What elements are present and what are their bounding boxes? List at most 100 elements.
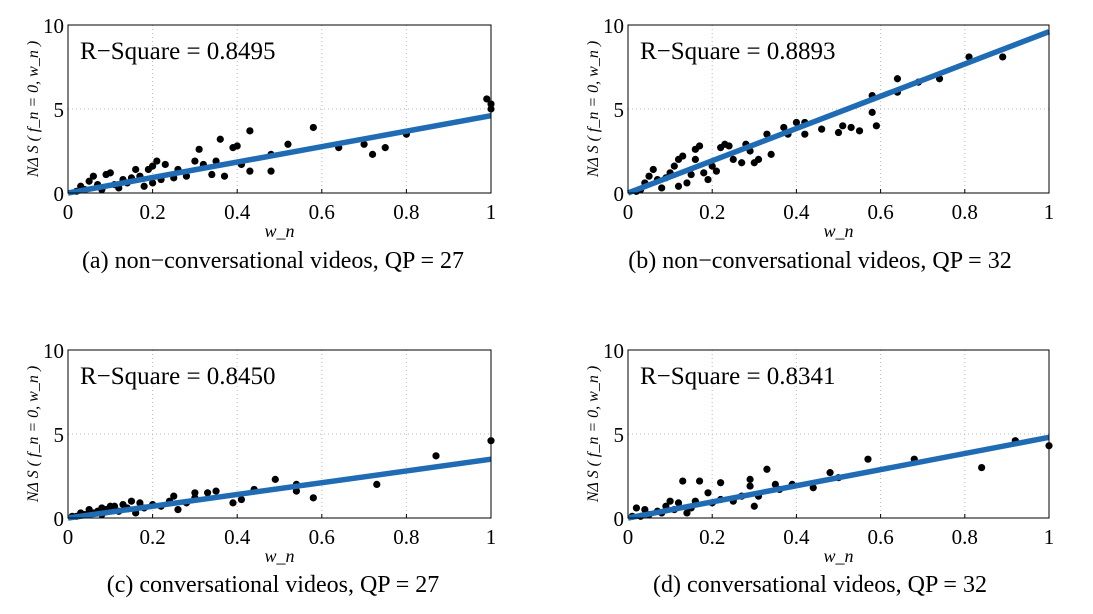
data-point <box>153 157 161 165</box>
data-point <box>683 179 691 187</box>
data-point <box>893 75 902 83</box>
data-point <box>381 144 389 152</box>
y-tick-label: 0 <box>614 182 625 206</box>
x-tick-label: 0.6 <box>867 525 893 549</box>
panel-caption: (d) conversational videos, QP = 32 <box>653 572 987 598</box>
data-point <box>161 160 169 169</box>
x-axis-label: w_n <box>264 546 294 566</box>
data-point <box>771 480 779 488</box>
x-tick-label: 0.8 <box>952 525 978 549</box>
data-point <box>855 127 864 135</box>
y-tick-label: 5 <box>54 423 65 447</box>
data-point <box>140 182 148 190</box>
y-tick-label: 10 <box>43 339 64 363</box>
data-point <box>712 167 721 175</box>
x-tick-label: 0.4 <box>783 200 810 224</box>
data-point <box>666 497 674 505</box>
r-square-annotation: R−Square = 0.8495 <box>80 38 276 65</box>
data-point <box>246 167 254 175</box>
x-tick-label: 0.2 <box>139 200 165 224</box>
data-point <box>999 53 1007 61</box>
y-tick-label: 10 <box>43 14 64 38</box>
x-axis-label: w_n <box>823 546 853 566</box>
data-point <box>127 497 136 505</box>
data-point <box>691 155 699 163</box>
fit-line <box>627 434 1050 521</box>
fit-line <box>67 456 492 521</box>
x-axis-label: w_n <box>264 221 294 241</box>
data-point <box>826 469 834 477</box>
data-point <box>132 165 140 174</box>
x-tick-label: 1 <box>486 525 497 549</box>
x-axis-label: w_n <box>823 221 853 241</box>
x-tick-label: 1 <box>486 200 497 224</box>
data-point <box>208 170 216 179</box>
data-point <box>191 489 199 497</box>
data-point <box>704 175 712 184</box>
y-axis-label: NΔ S ( f_n = 0, w_n ) <box>585 41 602 178</box>
data-point <box>136 499 144 507</box>
data-point <box>691 145 699 153</box>
data-point <box>839 122 847 130</box>
x-tick-label: 0.8 <box>393 200 419 224</box>
data-point <box>271 475 279 483</box>
y-axis-label: NΔ S ( f_n = 0, w_n ) <box>585 366 602 503</box>
panel-caption: (a) non−conversational videos, QP = 27 <box>82 248 464 274</box>
data-point <box>119 500 127 509</box>
fit-line <box>67 113 492 196</box>
data-point <box>649 165 657 174</box>
data-point <box>191 157 199 165</box>
data-point <box>483 95 491 103</box>
x-tick-label: 0.2 <box>699 200 725 224</box>
data-point <box>674 182 683 190</box>
data-point <box>432 452 440 460</box>
data-point <box>847 123 855 132</box>
data-point <box>792 118 801 127</box>
r-square-annotation: R−Square = 0.8341 <box>640 363 836 390</box>
data-point <box>978 464 986 472</box>
y-axis-label: NΔ S ( f_n = 0, w_n ) <box>25 41 42 178</box>
fit-line <box>627 29 1050 196</box>
data-point <box>246 127 254 135</box>
data-point <box>695 477 704 485</box>
data-point <box>149 179 157 187</box>
data-point <box>212 487 220 495</box>
data-point <box>229 144 237 152</box>
y-tick-label: 5 <box>614 423 625 447</box>
x-tick-label: 0.4 <box>224 200 251 224</box>
x-tick-label: 0.6 <box>309 200 335 224</box>
data-point <box>746 482 754 490</box>
axes-frame <box>67 24 492 194</box>
x-tick-label: 0 <box>63 200 74 224</box>
data-point <box>750 502 758 510</box>
x-tick-label: 0.2 <box>699 525 725 549</box>
data-point <box>368 150 377 158</box>
data-point <box>729 155 737 163</box>
data-point <box>679 477 687 485</box>
data-point <box>373 480 381 488</box>
data-point <box>89 172 97 180</box>
data-point <box>864 455 872 463</box>
x-tick-label: 0.8 <box>952 200 978 224</box>
y-tick-label: 10 <box>603 14 624 38</box>
data-point <box>144 165 152 174</box>
data-point <box>237 495 246 504</box>
axes-frame <box>67 349 492 519</box>
x-tick-label: 0 <box>623 525 634 549</box>
data-point <box>229 499 237 507</box>
data-point <box>658 184 666 192</box>
data-point <box>700 169 708 177</box>
data-point <box>85 506 93 514</box>
data-point <box>220 172 229 180</box>
data-point <box>872 122 880 130</box>
data-point <box>674 155 683 163</box>
x-tick-label: 0.4 <box>224 525 251 549</box>
data-point <box>738 159 746 167</box>
data-point <box>868 108 876 116</box>
x-tick-label: 0.8 <box>393 525 419 549</box>
x-tick-label: 0.4 <box>783 525 810 549</box>
data-point <box>746 475 754 483</box>
